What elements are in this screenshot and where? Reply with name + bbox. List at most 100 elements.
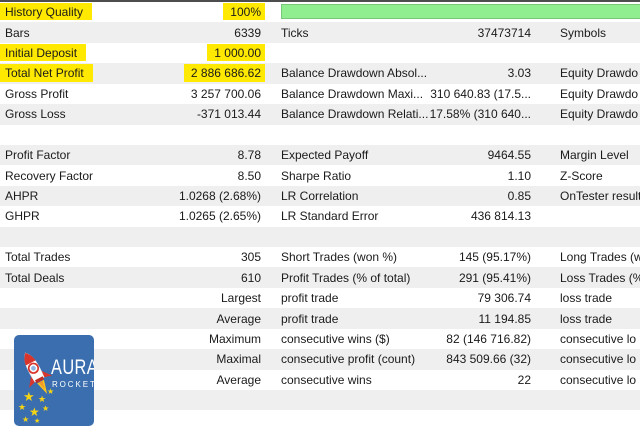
metric-label-mid: consecutive profit (count): [281, 352, 416, 367]
report-row: Largest profit trade 79 306.74 loss trad…: [0, 287, 640, 309]
metric-value-left: -371 013.44: [196, 107, 261, 122]
report-row: [0, 226, 640, 248]
metric-value-mid: 436 814.13: [470, 209, 531, 224]
star-icon: ★: [34, 418, 41, 425]
metric-label-left: Total Deals: [5, 270, 65, 285]
metric-value-mid: 82 (146 716.82): [446, 331, 531, 346]
star-icon: ★: [23, 389, 35, 404]
metric-label-mid: profit trade: [281, 311, 339, 326]
metric-value-left: 1.0268 (2.68%): [178, 189, 261, 203]
metric-label-mid: Balance Drawdown Absol...: [281, 66, 428, 81]
report-row: Gross Loss -371 013.44 Balance Drawdown …: [0, 104, 640, 125]
metric-label-mid: profit trade: [281, 291, 339, 306]
report-row: Total Deals 610 Profit Trades (% of tota…: [0, 267, 640, 288]
metric-label-left: Gross Profit: [5, 86, 69, 101]
report-row: Maximal consecutive profit (count) 843 5…: [0, 349, 640, 370]
metric-value-left: Average: [216, 372, 261, 387]
metric-value-mid: 17.58% (310 640...: [429, 107, 531, 122]
metric-value-left: 8.78: [237, 148, 261, 163]
metric-value-left: 6339: [234, 25, 261, 40]
report-row: Profit Factor 8.78 Expected Payoff 9464.…: [0, 144, 640, 166]
metric-label-mid: LR Correlation: [281, 189, 359, 203]
star-icon: ★: [29, 405, 40, 419]
report-row: [0, 410, 640, 431]
metric-label-left: Profit Factor: [5, 148, 71, 163]
aura-rocket-logo: ★ ★ ★ ★ ★ ★ ★ ★ AURA ROCKET: [14, 335, 94, 426]
metric-value-left: 100%: [223, 3, 265, 21]
metric-value-mid: 79 306.74: [477, 291, 531, 306]
metric-value-mid: 145 (95.17%): [458, 250, 531, 265]
metric-label-left: Gross Loss: [5, 107, 66, 122]
metric-value-left: 610: [240, 270, 261, 285]
metric-label-mid: consecutive wins: [281, 372, 372, 387]
metric-label-right: Equity Drawdo: [560, 107, 639, 122]
star-icon: ★: [42, 404, 50, 413]
metric-value-left: Largest: [220, 291, 261, 306]
report-row: GHPR 1.0265 (2.65%) LR Standard Error 43…: [0, 206, 640, 227]
report-row: History Quality 100%: [0, 2, 640, 23]
logo-text-rocket: ROCKET: [52, 380, 94, 389]
metric-label-right: Margin Level: [560, 148, 629, 163]
star-icon: ★: [18, 402, 27, 412]
metric-value-mid: 37473714: [477, 25, 531, 40]
metric-value-mid: 291 (95.41%): [458, 270, 531, 285]
metric-value-left: Average: [216, 311, 261, 326]
logo-text-aura: AURA: [51, 356, 94, 379]
metric-label-right: consecutive lo: [560, 372, 637, 387]
metric-label-left: Recovery Factor: [5, 168, 94, 183]
metric-label-mid: Short Trades (won %): [281, 250, 398, 265]
metric-label-right: consecutive lo: [560, 331, 637, 346]
rocket-icon: [24, 352, 53, 395]
metric-value-mid: 11 194.85: [478, 311, 532, 326]
history-quality-bar: [281, 4, 640, 19]
metric-value-left: 1 000.00: [207, 43, 265, 62]
metric-value-left: 8.50: [237, 168, 261, 183]
metric-label-right: consecutive lo: [560, 352, 637, 367]
report-row: Total Net Profit 2 886 686.62 Balance Dr…: [0, 63, 640, 84]
metric-label-mid: Expected Payoff: [281, 148, 369, 163]
report-row: Initial Deposit 1 000.00: [0, 42, 640, 64]
metric-label-left: AHPR: [5, 189, 39, 203]
metric-label-right: OnTester result: [560, 189, 640, 203]
metric-label-right: Equity Drawdo: [560, 86, 639, 101]
metric-value-mid: 310 640.83 (17.5...: [430, 86, 531, 101]
report-row: AHPR 1.0268 (2.68%) LR Correlation 0.85 …: [0, 185, 640, 207]
star-icon: ★: [47, 387, 55, 396]
metric-label-left: History Quality: [0, 3, 93, 21]
metric-value-mid: 9464.55: [487, 148, 531, 163]
metric-label-right: Equity Drawdo: [560, 66, 639, 81]
star-icon: ★: [22, 415, 30, 424]
metric-label-left: Initial Deposit: [0, 43, 87, 62]
metric-value-left: Maximal: [216, 352, 261, 367]
metric-label-left: Total Net Profit: [0, 64, 93, 82]
report-row: Gross Profit 3 257 700.06 Balance Drawdo…: [0, 83, 640, 105]
metric-label-mid: Sharpe Ratio: [281, 168, 352, 183]
metric-label-left: Bars: [5, 25, 30, 40]
metric-label-mid: Balance Drawdown Relati...: [281, 107, 429, 122]
report-row: [0, 390, 640, 411]
metric-label-right: loss trade: [560, 311, 613, 326]
metric-label-mid: Profit Trades (% of total): [281, 270, 411, 285]
metric-label-mid: Balance Drawdown Maxi...: [281, 86, 424, 101]
metric-label-mid: consecutive wins ($): [281, 331, 390, 346]
metric-value-left: 3 257 700.06: [190, 86, 261, 101]
report-row: Maximum consecutive wins ($) 82 (146 716…: [0, 328, 640, 350]
metric-value-left: Maximum: [208, 331, 261, 346]
report-row: Recovery Factor 8.50 Sharpe Ratio 1.10 Z…: [0, 165, 640, 186]
metric-label-mid: LR Standard Error: [281, 209, 379, 224]
metric-value-left: 1.0265 (2.65%): [178, 209, 261, 224]
metric-value-left: 305: [240, 250, 261, 265]
report-row: Bars 6339 Ticks 37473714 Symbols: [0, 22, 640, 43]
metric-label-right: loss trade: [560, 291, 613, 306]
metric-value-mid: 0.85: [507, 189, 531, 203]
metric-label-right: Long Trades (w: [560, 250, 640, 265]
report-row: Total Trades 305 Short Trades (won %) 14…: [0, 247, 640, 268]
metric-label-right: Symbols: [560, 25, 607, 40]
metric-label-left: Total Trades: [5, 250, 71, 265]
metric-value-mid: 1.10: [507, 168, 531, 183]
star-icon: ★: [38, 394, 47, 404]
metric-label-right: Loss Trades (%: [560, 270, 640, 285]
metric-label-left: GHPR: [5, 209, 40, 224]
